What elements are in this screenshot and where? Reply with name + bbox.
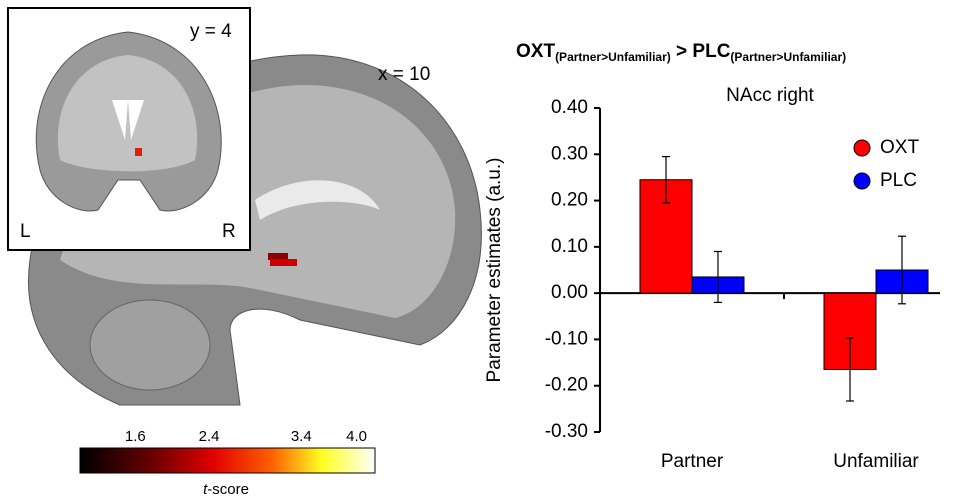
legend-marker — [854, 140, 870, 156]
colorbar-label: t-score — [203, 481, 249, 498]
activation — [270, 259, 297, 266]
y-axis-label: Parameter estimates (a.u.) — [484, 158, 505, 383]
legend-label: PLC — [880, 170, 917, 191]
right-label: R — [222, 221, 236, 242]
legend-marker — [854, 173, 870, 189]
title-part: > PLC — [671, 41, 731, 62]
y-tick-label: 0.00 — [551, 282, 588, 303]
title-sub: (Partner>Unfamiliar) — [730, 50, 846, 64]
coronal-label: y = 4 — [190, 21, 232, 42]
colorbar-tick-label: 3.4 — [291, 428, 312, 445]
y-tick-label: 0.40 — [551, 97, 588, 118]
left-label: L — [20, 221, 31, 242]
title-part: OXT — [516, 41, 555, 62]
y-tick-label: -0.20 — [545, 375, 588, 396]
y-tick-label: 0.30 — [551, 143, 588, 164]
sagittal-label: x = 10 — [378, 64, 430, 85]
y-tick-label: -0.30 — [545, 421, 588, 442]
chart-subtitle: NAcc right — [726, 85, 814, 106]
y-tick-label: -0.10 — [545, 328, 588, 349]
activation — [268, 253, 288, 260]
colorbar-tick-label: 1.6 — [125, 428, 146, 445]
y-tick-label: 0.20 — [551, 190, 588, 211]
title-sub: (Partner>Unfamiliar) — [555, 50, 671, 64]
figure: x = 10 y = 4 L R t-score OXT(Partner>Unf… — [0, 0, 956, 498]
legend-label: OXT — [880, 137, 919, 158]
x-tick-label: Partner — [661, 451, 724, 472]
colorbar-label-rest: -score — [207, 481, 249, 498]
colorbar — [80, 448, 375, 473]
activation — [135, 148, 142, 156]
x-tick-label: Unfamiliar — [833, 451, 919, 472]
y-tick-label: 0.10 — [551, 236, 588, 257]
colorbar-tick-label: 4.0 — [346, 428, 367, 445]
chart-title: OXT(Partner>Unfamiliar) > PLC(Partner>Un… — [516, 41, 846, 64]
colorbar-tick-label: 2.4 — [199, 428, 220, 445]
coronal-inset — [8, 8, 250, 250]
